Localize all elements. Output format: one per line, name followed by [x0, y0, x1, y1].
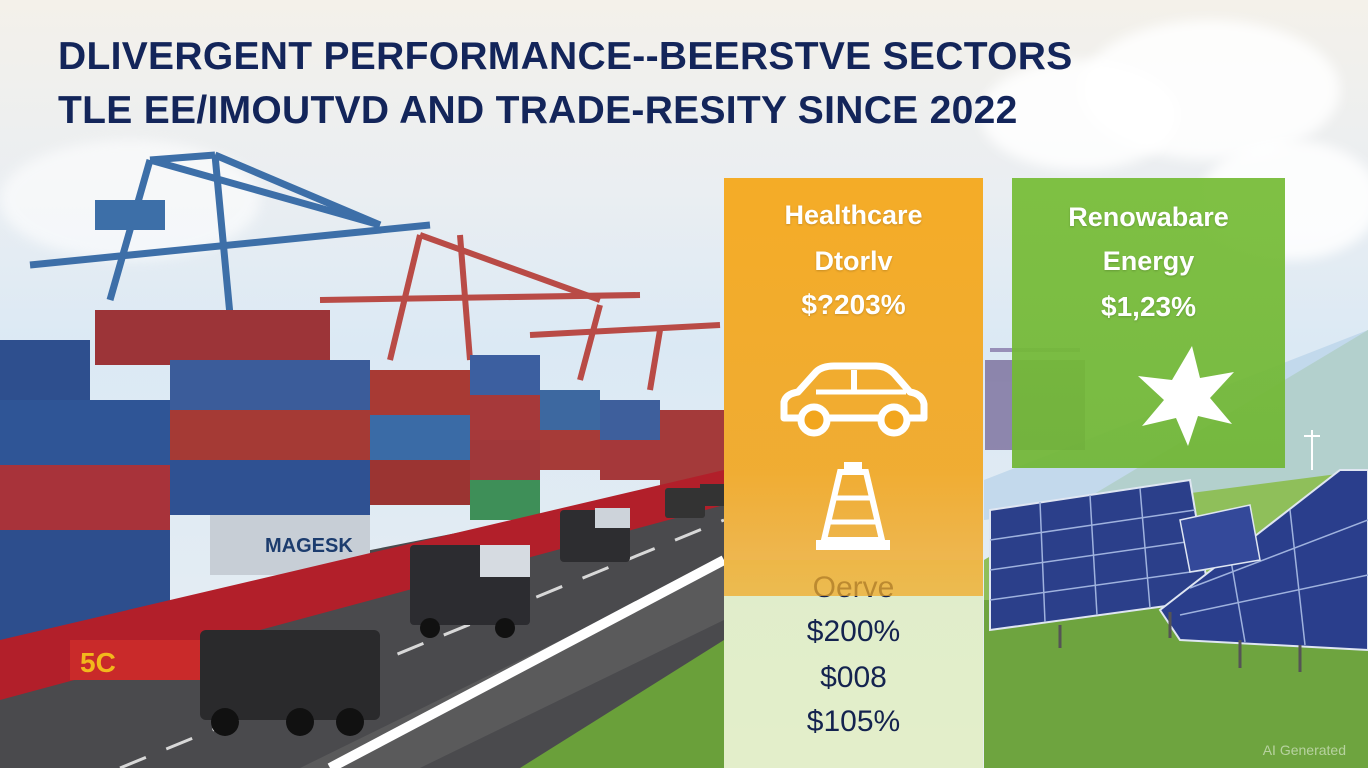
gantry-crane-icon [29, 151, 431, 316]
car-icon [780, 362, 928, 437]
orange-sector-panel: Healthcare Dtorlv $?203% [724, 178, 983, 596]
lower-panel-value: $105% [806, 705, 901, 738]
gantry-crane-icon [319, 232, 721, 391]
truck-icon [410, 545, 530, 638]
orange-panel-value: $?203% [801, 289, 906, 320]
svg-text:5C: 5C [80, 647, 116, 678]
lower-panel-value: $008 [820, 661, 887, 694]
orange-panel-label-line-2: Dtorlv [814, 246, 893, 276]
truck-icon [665, 484, 724, 518]
green-sector-panel: Renowabare Energy $1,23% [1012, 178, 1285, 468]
truck-icon [560, 508, 630, 562]
page-title: DLIVERGENT PERFORMANCE--BEERSTVE SECTORS… [58, 30, 1178, 138]
crane-cab [95, 200, 165, 230]
title-line-2: TLE EE/IMOUTVD AND TRADE-RESITY SINCE 20… [58, 89, 1018, 132]
watermark: AI Generated [1262, 742, 1346, 758]
star-burst-icon [1138, 346, 1234, 446]
lower-panel-value: $200% [806, 615, 901, 648]
solar-panels-icon [989, 469, 1368, 672]
roadside-grass [520, 640, 724, 768]
green-panel-label-line-1: Renowabare [1068, 202, 1229, 232]
green-panel-label-line-2: Energy [1102, 246, 1195, 276]
orange-panel-label-line-1: Healthcare [784, 200, 923, 230]
container-brand-text: MAGESK [265, 535, 353, 557]
truck-icon [200, 630, 380, 736]
green-panel-value: $1,23% [1101, 291, 1196, 322]
title-line-1: DLIVERGENT PERFORMANCE--BEERSTVE SECTORS [58, 35, 1073, 78]
cloud [980, 60, 1180, 170]
oil-derrick-icon [816, 462, 890, 550]
transmission-tower-icon [1304, 430, 1320, 470]
